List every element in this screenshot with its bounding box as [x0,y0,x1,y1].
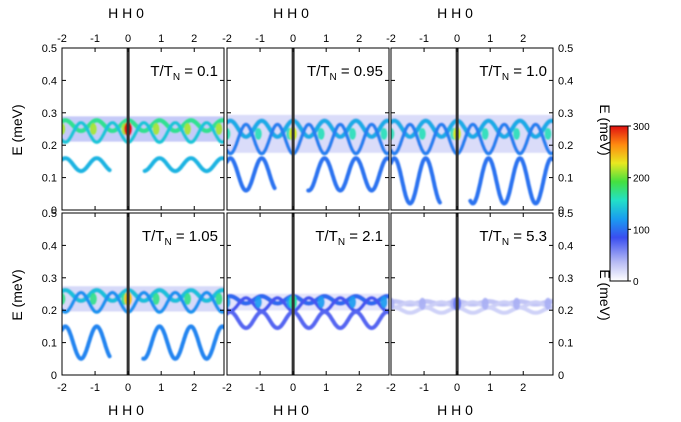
colorbar-tick-label: 300 [633,122,650,133]
y-tick-label: 0 [558,370,564,382]
x-tick-label: 1 [323,382,329,394]
x-tick-label: -1 [255,33,265,45]
y-tick-label: 0.4 [42,75,57,87]
x-tick-label: 2 [191,33,197,45]
panels: -2 -1 0 1 2 0 0.1 0.2 0.3 0.4 0.5 T/TN = 0.1 -2 -1 0 1 2… [42,33,574,394]
crossing-spot [153,293,160,305]
crossing-spot [349,296,356,308]
colorbar-tick-label: 0 [633,277,639,288]
panel-3: -2 -1 0 1 2 0 0.1 0.2 0.3 0.4 0.5 T/TN = 1.0 [386,33,573,217]
x-tick-label: 1 [487,382,493,394]
crossing-spot [90,123,97,135]
x-tick-label: -2 [386,33,396,45]
x-tick-label: 2 [356,382,362,394]
crossing-spot [545,298,552,310]
x-tick-label: -1 [419,382,429,394]
y-tick-label: 0.5 [558,43,573,55]
y-tick-label: 0.5 [42,43,57,55]
y-tick-label: 0.3 [558,273,573,285]
top-xlabel-2: H H 0 [273,5,309,21]
crossing-spot [419,128,426,140]
top-xlabel-3: H H 0 [437,5,473,21]
crossing-spot [381,128,388,140]
crossing-spot [184,293,191,305]
x-tick-label: -2 [386,382,396,394]
x-tick-label: -2 [222,33,232,45]
crossing-spot [90,293,97,305]
crossing-spot [153,123,160,135]
ylabel-bottom-left: E (meV) [9,269,25,320]
y-tick-label: 0.3 [42,273,57,285]
x-tick-label: -2 [57,33,67,45]
y-tick-label: 0.3 [558,108,573,120]
y-tick-label: 0.3 [42,108,57,120]
colorbar-tick-label: 200 [633,174,650,185]
crossing-spot [513,298,520,310]
x-tick-label: 0 [454,33,460,45]
x-tick-label: 0 [290,382,296,394]
panel-6: -2 -1 0 1 2 0 0.1 0.2 0.3 0.4 0.5 T/TN = 5.3 [386,208,573,394]
crossing-spot [545,128,552,140]
x-tick-label: 1 [158,33,164,45]
crossing-spot [255,128,262,140]
x-tick-label: 0 [290,33,296,45]
crossing-spot [482,128,489,140]
colorbar-gradient [610,126,628,281]
y-tick-label: 0.4 [558,75,573,87]
x-tick-label: -2 [222,382,232,394]
y-tick-label: 0.1 [558,338,573,350]
y-tick-label: 0.5 [42,208,57,220]
panel-5: -2 -1 0 1 2 T/TN = 2.1 [222,213,389,394]
x-tick-label: 2 [520,382,526,394]
crossing-spot [513,128,520,140]
y-tick-label: 0.2 [42,305,57,317]
x-tick-label: 1 [158,382,164,394]
y-tick-label: 0.2 [558,140,573,152]
panel-4: -2 -1 0 1 2 0 0.1 0.2 0.3 0.4 0.5 T/TN = 1.05 [42,208,224,394]
ylabel-top-left: E (meV) [9,104,25,155]
y-tick-label: 0 [51,370,57,382]
x-tick-label: -1 [419,33,429,45]
y-tick-label: 0.2 [42,140,57,152]
crossing-spot [349,128,356,140]
x-tick-label: 2 [191,382,197,394]
x-tick-label: 1 [323,33,329,45]
y-tick-label: 0.1 [558,173,573,185]
x-tick-label: -1 [90,382,100,394]
top-xlabel-1: H H 0 [108,5,144,21]
panel-1: -2 -1 0 1 2 0 0.1 0.2 0.3 0.4 0.5 T/TN = 0.1 [42,33,224,217]
crossing-spot [216,123,223,135]
crossing-spot [381,296,388,308]
y-tick-label: 0.2 [558,305,573,317]
crossing-spot [184,123,191,135]
x-tick-label: 0 [454,382,460,394]
x-tick-label: 0 [125,33,131,45]
x-tick-label: -1 [90,33,100,45]
x-tick-label: 2 [356,33,362,45]
y-tick-label: 0.5 [558,208,573,220]
y-tick-label: 0.1 [42,338,57,350]
crossing-spot [482,298,489,310]
y-tick-label: 0.4 [42,240,57,252]
crossing-spot [216,293,223,305]
crossing-spot [318,296,325,308]
x-tick-label: 0 [125,382,131,394]
crossing-spot [318,128,325,140]
bottom-xlabel-1: H H 0 [108,402,144,418]
crossing-spot [419,298,426,310]
bottom-xlabel-2: H H 0 [273,402,309,418]
y-tick-label: 0.4 [558,240,573,252]
x-tick-label: -2 [57,382,67,394]
bottom-xlabel-3: H H 0 [437,402,473,418]
crossing-spot [255,296,262,308]
x-tick-label: -1 [255,382,265,394]
x-tick-label: 2 [520,33,526,45]
x-tick-label: 1 [487,33,493,45]
colorbar-tick-label: 100 [633,225,650,236]
colorbar: 0 100 200 300 [610,122,650,288]
y-tick-label: 0.1 [42,173,57,185]
panel-2: -2 -1 0 1 2 T/TN = 0.95 [222,33,389,210]
